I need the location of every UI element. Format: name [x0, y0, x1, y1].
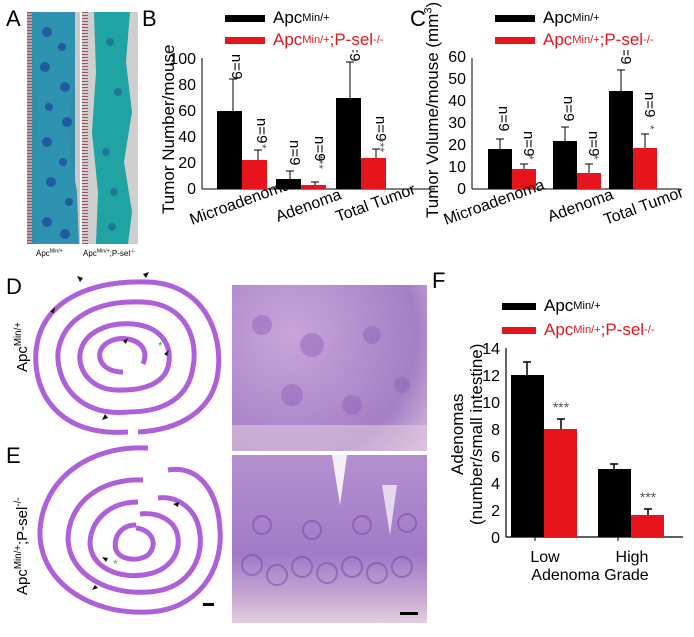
x-tick-low: Low	[530, 549, 560, 566]
svg-text:0: 0	[457, 181, 466, 198]
legend-item-apc-min-c: Apc Min/+	[495, 8, 600, 28]
svg-text:0: 0	[187, 181, 196, 198]
legend-item-apc-min-psel: Apc Min/+ ;P-sel -/-	[225, 30, 384, 50]
panel-letter-e: E	[6, 443, 21, 468]
panel-letter-d: D	[6, 274, 22, 299]
svg-text:*: *	[255, 144, 269, 149]
svg-text:30: 30	[448, 115, 466, 132]
panel-letter-f: F	[432, 268, 446, 293]
svg-text:2: 2	[491, 503, 500, 520]
svg-text:8: 8	[491, 422, 500, 439]
svg-text:n=9: n=9	[641, 92, 658, 117]
svg-text:n=9: n=9	[228, 54, 245, 79]
svg-text:*: *	[522, 155, 536, 160]
bar-chart-f: 0 2 4 6 8 10 12 14 *** *** Low High Adenoma Gra…	[482, 341, 683, 580]
svg-text:10: 10	[482, 395, 500, 412]
svg-text:40: 40	[448, 93, 466, 110]
svg-text:n=9: n=9	[617, 50, 634, 64]
svg-text:14: 14	[482, 341, 500, 358]
svg-text:n=9: n=9	[311, 136, 328, 161]
svg-text:*: *	[587, 155, 601, 160]
histology-photo-e	[232, 455, 427, 623]
panel-letter-c: C	[410, 6, 426, 31]
svg-text:12: 12	[482, 368, 500, 385]
legend-swatch-black	[502, 302, 536, 310]
svg-text:n=9: n=9	[520, 131, 537, 156]
svg-text:***: ***	[553, 399, 570, 415]
svg-text:100: 100	[170, 51, 196, 68]
scale-bar-e-right	[400, 612, 418, 615]
svg-text:n=9: n=9	[372, 116, 389, 141]
svg-text:6: 6	[491, 449, 500, 466]
caption-apc-min: ApcMin/+	[36, 248, 63, 258]
svg-text:n=9: n=9	[560, 96, 577, 121]
svg-text:n=9: n=9	[585, 131, 602, 156]
svg-text:60: 60	[448, 50, 466, 66]
legend-item-apc-min: Apc Min/+	[225, 8, 330, 28]
panel-letter-b: B	[142, 6, 157, 31]
legend-swatch-red	[495, 36, 535, 44]
caption-apc-min-psel: ApcMin/+;P-sel-/-	[83, 248, 135, 258]
legend-item-apc-min-psel-c: Apc Min/+ ;P-sel -/-	[495, 30, 654, 50]
x-tick-high: High	[616, 549, 649, 566]
legend-swatch-black	[495, 14, 535, 22]
svg-text:*: *	[643, 125, 657, 130]
svg-text:20: 20	[448, 137, 466, 154]
whole-mount-photo-apc-min-psel	[82, 12, 138, 244]
svg-text:10: 10	[448, 159, 466, 176]
svg-text:40: 40	[178, 129, 196, 146]
svg-text:***: ***	[640, 489, 657, 505]
svg-text:***: ***	[312, 155, 326, 169]
histology-photo-d	[232, 285, 427, 451]
svg-text:*: *	[113, 557, 118, 571]
svg-text:0: 0	[491, 530, 500, 547]
legend-swatch-black	[225, 14, 265, 22]
svg-text:*: *	[158, 339, 163, 353]
svg-text:n=9: n=9	[253, 118, 270, 143]
svg-text:n=9: n=9	[495, 106, 512, 131]
whole-mount-photo-apc-min	[27, 12, 80, 244]
scale-bar-e-left	[203, 603, 214, 606]
svg-text:***: ***	[373, 138, 387, 152]
legend-item-apc-min-psel-f: Apc Min/+ ;P-sel -/-	[502, 320, 655, 340]
swiss-roll-section-d: *	[33, 272, 222, 435]
svg-text:n=9: n=9	[286, 140, 303, 165]
svg-text:n=9: n=9	[346, 50, 363, 61]
svg-text:50: 50	[448, 71, 466, 88]
legend-item-apc-min-f: Apc Min/+	[502, 296, 601, 316]
panel-letter-a: A	[6, 6, 21, 31]
legend-swatch-red	[502, 326, 536, 334]
svg-text:60: 60	[178, 103, 196, 120]
swiss-roll-section-e: *	[37, 445, 223, 615]
x-axis-label-f: Adenoma Grade	[531, 567, 649, 580]
svg-text:4: 4	[491, 476, 500, 493]
svg-text:80: 80	[178, 77, 196, 94]
svg-text:Total Tumor: Total Tumor	[602, 184, 687, 229]
svg-text:20: 20	[178, 155, 196, 172]
bar-chart-b: 0 20 40 60 80 100 n=9 n=9 n=9 n=9 n=9 n=9 * *…	[170, 50, 435, 229]
legend-swatch-red	[225, 36, 265, 44]
